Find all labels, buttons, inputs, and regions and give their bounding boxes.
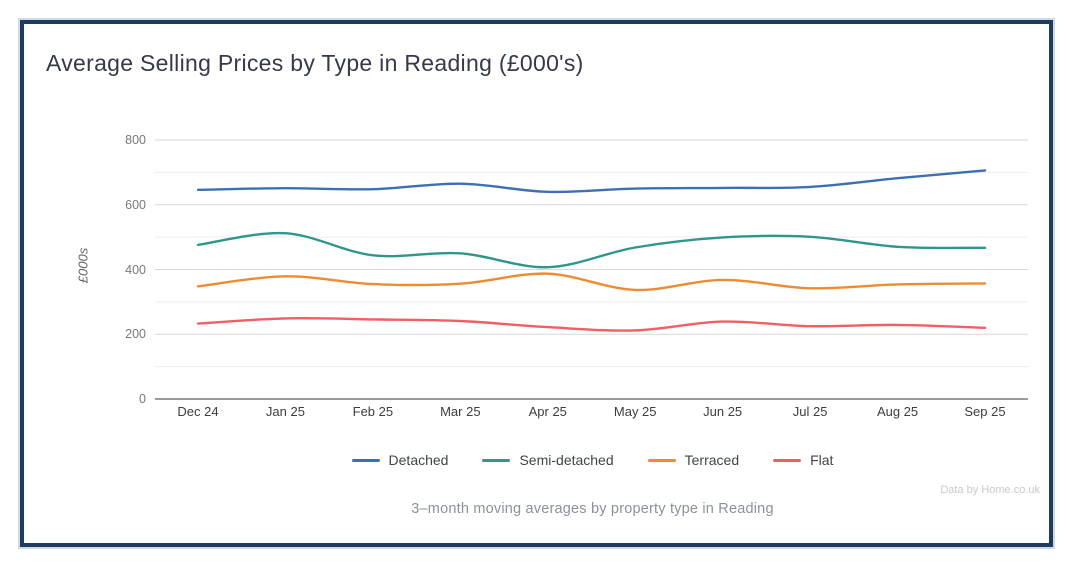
legend-item-flat: Flat: [773, 452, 833, 468]
legend-label: Detached: [388, 452, 449, 468]
x-tick-label: Sep 25: [964, 404, 1006, 419]
chart-legend: Detached Semi-detached Terraced Flat: [155, 452, 1030, 468]
legend-label: Semi-detached: [519, 452, 614, 468]
x-tick-label: May 25: [613, 404, 657, 419]
legend-swatch-flat: [773, 458, 802, 462]
y-tick-label: 800: [125, 133, 146, 147]
x-tick-label: Dec 24: [177, 404, 219, 419]
data-attribution: Data by Home.co.uk: [940, 484, 1040, 496]
x-tick-label: Jul 25: [792, 404, 828, 419]
chart-subtitle: 3–month moving averages by property type…: [411, 501, 774, 517]
x-tick-label: Aug 25: [876, 404, 919, 419]
legend-item-detached: Detached: [351, 452, 449, 468]
legend-item-terraced: Terraced: [647, 452, 740, 468]
legend-label: Terraced: [684, 452, 740, 468]
y-tick-label: 400: [125, 262, 146, 277]
x-tick-label: Jan 25: [265, 404, 305, 419]
chart-title: Average Selling Prices by Type in Readin…: [46, 50, 584, 76]
legend-item-semi-detached: Semi-detached: [482, 452, 614, 468]
x-tick-label: Jun 25: [703, 404, 743, 419]
legend-swatch-semi-detached: [482, 458, 511, 462]
x-tick-label: Mar 25: [440, 404, 481, 419]
y-tick-label: 0: [139, 392, 146, 406]
legend-swatch-detached: [351, 458, 380, 462]
y-tick-label: 600: [125, 197, 146, 212]
legend-swatch-terraced: [647, 458, 676, 462]
legend-label: Flat: [810, 452, 834, 468]
x-tick-label: Feb 25: [352, 404, 394, 419]
y-tick-label: 200: [125, 327, 146, 342]
x-tick-label: Apr 25: [528, 404, 567, 419]
